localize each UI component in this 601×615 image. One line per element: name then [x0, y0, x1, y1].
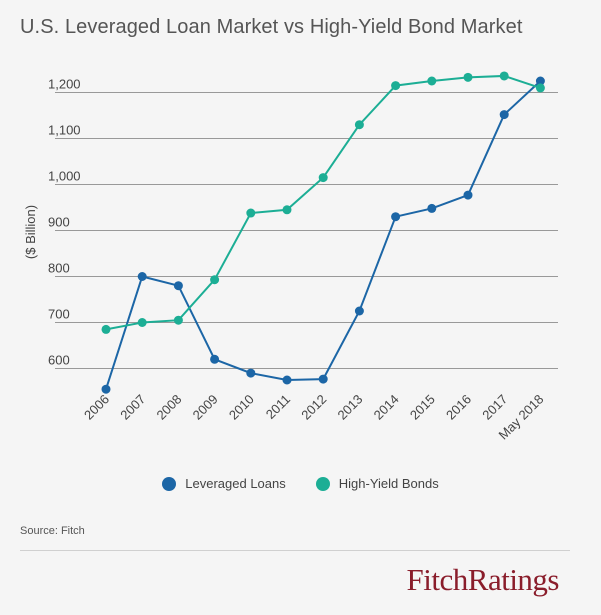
legend-label-leveraged-loans: Leveraged Loans: [185, 476, 286, 491]
y-tick-labels: 600 700 800 900 1,000 1,100 1,200: [48, 77, 81, 368]
x-tick-label: 2015: [407, 392, 438, 423]
y-axis-label: ($ Billion): [23, 205, 38, 259]
chart-title: U.S. Leveraged Loan Market vs High-Yield…: [20, 16, 523, 38]
x-tick-label: 2010: [226, 392, 257, 423]
x-tick-label: 2007: [117, 392, 148, 423]
data-point-leveraged-loans: [210, 354, 220, 364]
data-point-leveraged-loans: [391, 212, 401, 222]
x-tick-label: 2016: [443, 392, 474, 423]
legend-marker-high-yield-bonds: [315, 476, 330, 491]
y-tick-label: 900: [48, 215, 70, 230]
series-line-leveraged-loans: [105, 80, 542, 390]
data-point-high-yield-bonds: [210, 275, 220, 285]
line-chart: 600 700 800 900 1,000 1,100 1,200 2006 2007 2008…: [23, 71, 558, 443]
data-point-leveraged-loans: [282, 375, 292, 385]
series-line-high-yield-bonds: [105, 74, 541, 331]
data-point-leveraged-loans: [101, 384, 111, 394]
data-point-high-yield-bonds: [499, 71, 509, 81]
data-point-leveraged-loans: [499, 110, 509, 120]
data-point-leveraged-loans: [463, 190, 473, 200]
data-point-high-yield-bonds: [354, 120, 364, 130]
data-point-high-yield-bonds: [101, 324, 111, 334]
data-point-leveraged-loans: [173, 281, 183, 291]
x-tick-label: 2009: [190, 392, 221, 423]
data-point-high-yield-bonds: [318, 173, 328, 183]
legend-marker-leveraged-loans: [162, 476, 177, 491]
data-point-leveraged-loans: [318, 374, 328, 384]
x-tick-label: 2012: [298, 392, 329, 423]
data-point-leveraged-loans: [427, 203, 437, 213]
y-tick-label: 1,100: [48, 123, 81, 138]
series-lines: [101, 71, 545, 394]
legend-label-high-yield-bonds: High-Yield Bonds: [338, 476, 439, 491]
x-tick-label: 2006: [81, 392, 112, 423]
fitch-ratings-logo: FitchRatings: [406, 562, 560, 597]
x-tick-label: 2013: [334, 392, 365, 423]
data-point-high-yield-bonds: [535, 83, 545, 93]
y-tick-label: 800: [48, 261, 70, 276]
y-tick-label: 600: [48, 353, 70, 368]
x-tick-labels: 2006 2007 2008 2009 2010 2011 2012 2013 2014 2015…: [81, 392, 546, 443]
x-tick-label: 2011: [263, 392, 293, 422]
data-point-high-yield-bonds: [391, 81, 401, 91]
source-note: Source: Fitch: [20, 525, 85, 537]
data-point-leveraged-loans: [246, 368, 256, 378]
y-tick-label: 700: [48, 307, 70, 322]
legend-item-high-yield-bonds: High-Yield Bonds: [315, 476, 439, 491]
x-tick-label: 2017: [479, 392, 510, 423]
data-point-high-yield-bonds: [463, 72, 473, 82]
data-point-high-yield-bonds: [173, 315, 183, 325]
y-tick-label: 1,000: [48, 169, 81, 184]
data-point-leveraged-loans: [137, 272, 147, 281]
x-tick-label: 2014: [371, 392, 402, 423]
data-point-high-yield-bonds: [246, 208, 256, 218]
data-point-leveraged-loans: [535, 76, 545, 86]
y-tick-label: 1,200: [48, 77, 81, 92]
legend: Leveraged Loans High-Yield Bonds: [0, 476, 601, 491]
data-point-high-yield-bonds: [137, 318, 147, 327]
gridlines: [55, 92, 558, 369]
x-tick-label: 2008: [153, 392, 184, 423]
footer-divider: [20, 550, 570, 551]
data-point-leveraged-loans: [354, 306, 364, 316]
data-point-high-yield-bonds: [427, 76, 437, 86]
data-point-high-yield-bonds: [282, 205, 292, 215]
legend-item-leveraged-loans: Leveraged Loans: [162, 476, 286, 491]
